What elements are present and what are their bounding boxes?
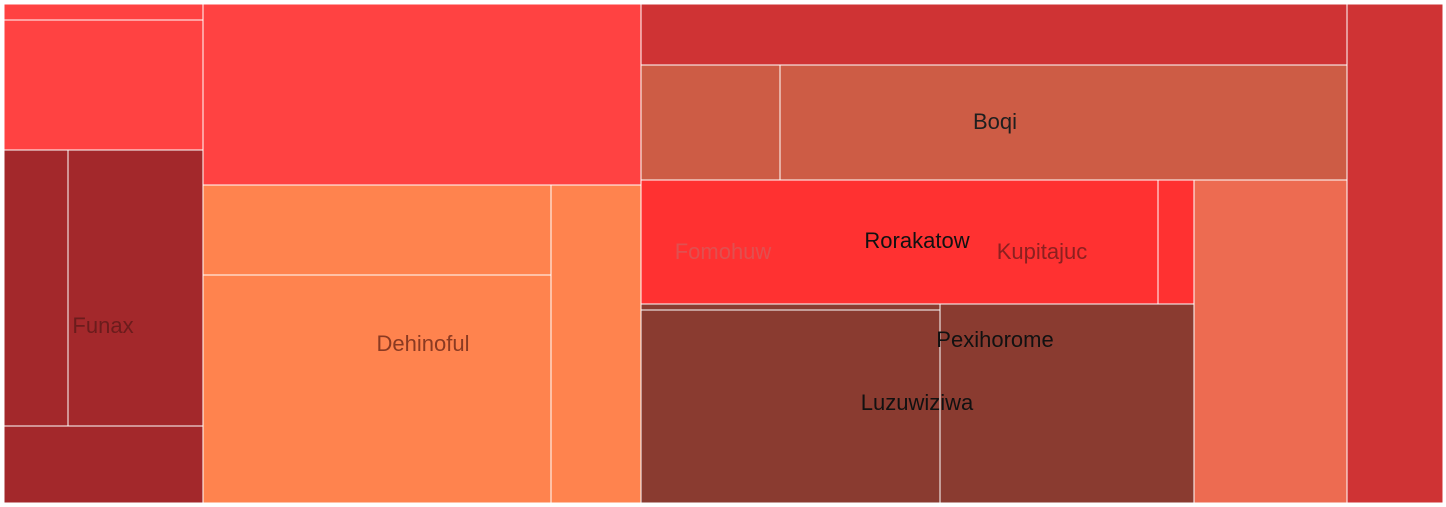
treemap-label-boqi: Boqi bbox=[973, 109, 1017, 134]
treemap-tile-7 bbox=[202, 184, 552, 276]
treemap-tile-5 bbox=[3, 425, 204, 504]
treemap-tile-2 bbox=[3, 19, 204, 151]
treemap-tile-6 bbox=[202, 3, 642, 186]
treemap-tile-9 bbox=[550, 184, 642, 504]
treemap-labels: Funax Dehinoful Boqi Fomohuw Rorakatow Kupita… bbox=[72, 109, 1087, 415]
treemap-tile-18 bbox=[939, 303, 1195, 504]
treemap-tile-15 bbox=[1193, 179, 1348, 504]
treemap-tile-3 bbox=[3, 149, 69, 427]
treemap-label-rorakatow: Rorakatow bbox=[864, 228, 969, 253]
treemap-tile-10 bbox=[640, 3, 1348, 66]
treemap-label-kupitajuc: Kupitajuc bbox=[997, 239, 1088, 264]
treemap-tile-4 bbox=[67, 149, 204, 427]
treemap-label-luzuwiziwa: Luzuwiziwa bbox=[861, 390, 974, 415]
treemap-tile-8 bbox=[202, 274, 552, 504]
treemap-label-pexihorome: Pexihorome bbox=[936, 327, 1053, 352]
treemap-label-funax: Funax bbox=[72, 313, 133, 338]
treemap-tile-17 bbox=[640, 309, 941, 504]
treemap-tile-11 bbox=[640, 64, 781, 181]
treemap-tiles bbox=[3, 3, 1444, 504]
treemap-tile-12 bbox=[779, 64, 1348, 181]
treemap-label-dehinoful: Dehinoful bbox=[377, 331, 470, 356]
treemap-tile-13 bbox=[640, 179, 1159, 305]
treemap-tile-14 bbox=[1157, 179, 1195, 305]
treemap-label-fomohuw: Fomohuw bbox=[675, 239, 772, 264]
treemap-tile-19 bbox=[1346, 3, 1444, 504]
treemap-tile-1 bbox=[3, 3, 204, 21]
